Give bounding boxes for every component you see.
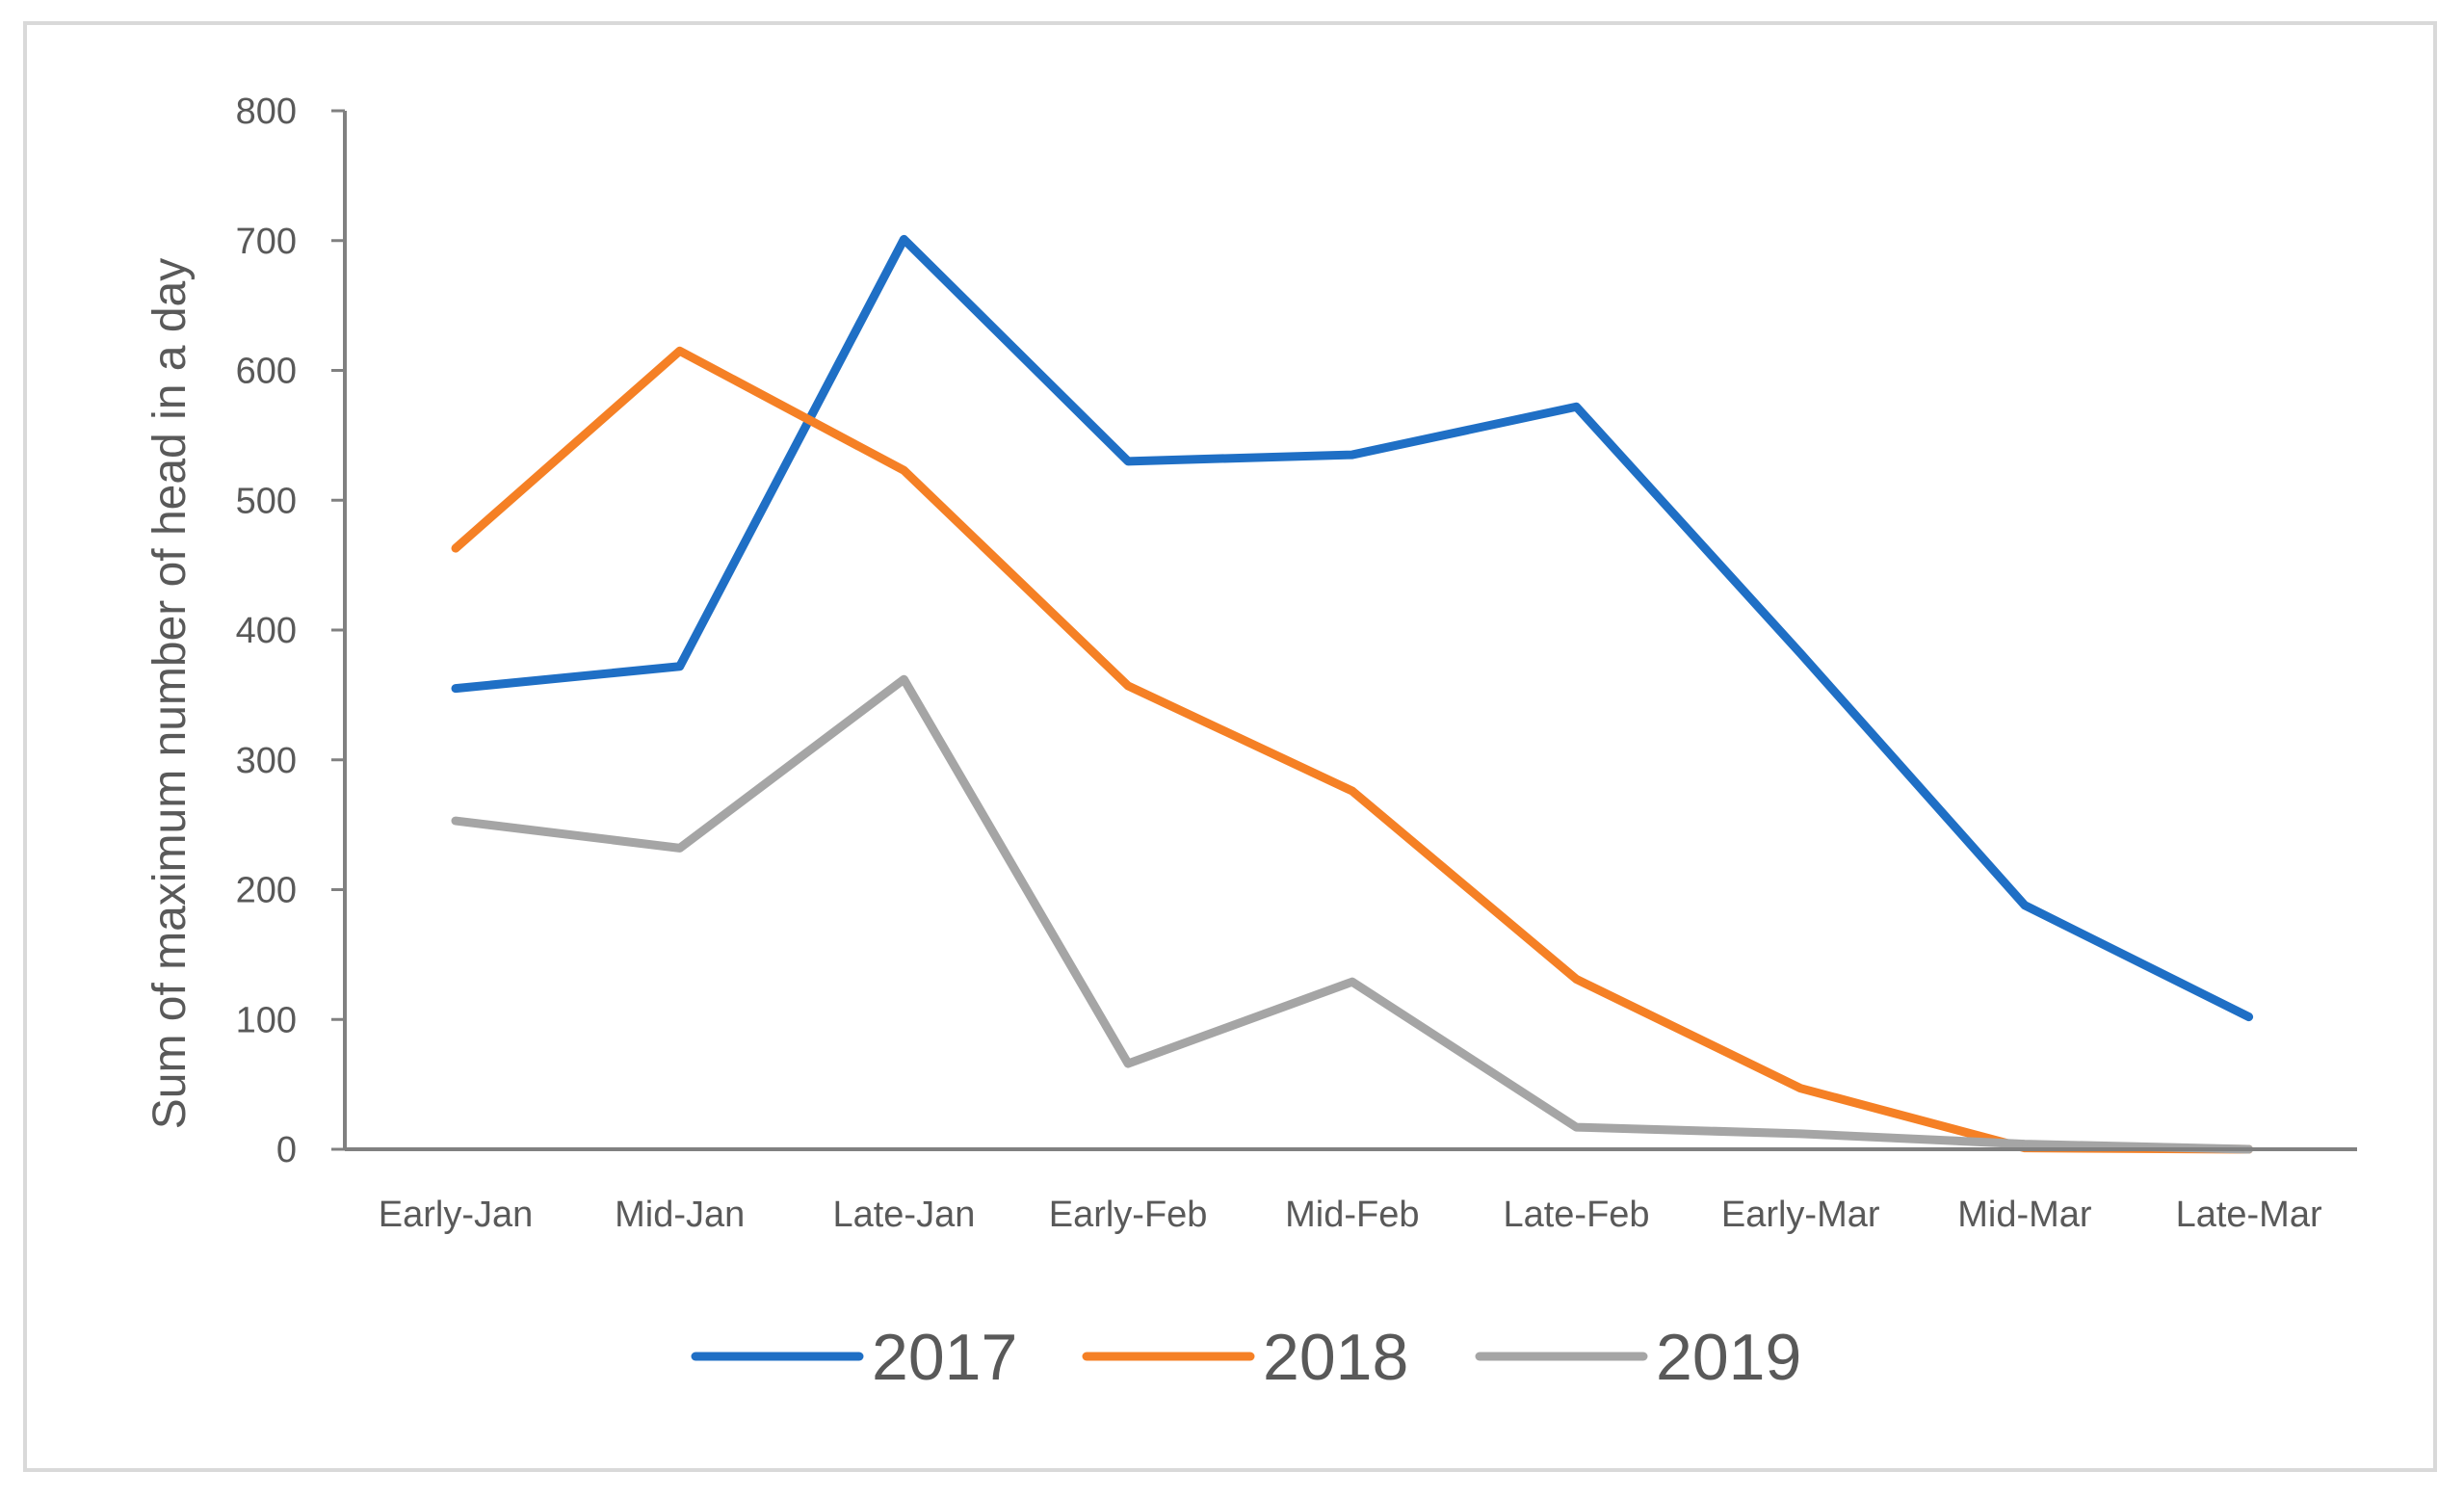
data-point-2019-Mid-Jan [676,845,683,852]
data-point-2019-Early-Mar [1797,1130,1804,1137]
data-point-2019-Early-Jan [453,818,459,825]
data-point-2017-Early-Jan [453,685,459,692]
data-point-2019-Late-Jan [901,676,907,683]
data-point-2017-Mid-Feb [1349,452,1355,459]
data-point-2017-Early-Mar [1797,650,1804,657]
y-tick-label: 0 [276,1130,297,1170]
data-point-2019-Early-Feb [1125,1061,1132,1067]
data-point-2017-Mid-Mar [2021,902,2028,908]
x-tick-label: Early-Jan [379,1195,534,1235]
data-point-2017-Mid-Jan [676,663,683,670]
x-tick-label: Mid-Mar [1957,1195,2092,1235]
y-axis-label: Sum of maximum number of head in a day [144,258,196,1129]
series-lines [451,234,2254,1154]
data-point-2017-Early-Feb [1125,458,1132,464]
y-tick-label: 100 [236,1000,297,1040]
y-tick-label: 800 [236,92,297,132]
data-point-2018-Early-Feb [1125,682,1132,689]
data-point-2018-Late-Jan [901,467,907,474]
legend-label-2017: 2017 [872,1321,1017,1394]
data-point-2018-Early-Jan [453,545,459,552]
y-tick-label: 400 [236,611,297,651]
series-line-2017 [451,234,2254,1022]
series-line-2018 [451,346,2254,1154]
data-point-2019-Mid-Mar [2021,1141,2028,1147]
x-tick-label: Late-Feb [1503,1195,1649,1235]
chart-frame [23,21,2437,1472]
data-point-2017-Late-Feb [1573,404,1580,410]
data-point-2019-Late-Feb [1573,1124,1580,1131]
legend-label-2019: 2019 [1656,1321,1801,1394]
x-tick-label: Mid-Jan [615,1195,745,1235]
x-tick-label: Mid-Feb [1285,1195,1419,1235]
x-ticks: Early-Jan Mid-Jan Late-Jan Early-Feb Mid-Feb… [379,1195,2322,1235]
data-point-2017-Late-Jan [901,236,907,243]
data-point-2017-Late-Mar [2245,1013,2252,1020]
data-point-2018-Mid-Jan [676,348,683,355]
x-tick-label: Early-Feb [1049,1195,1208,1235]
x-tick-label: Early-Mar [1721,1195,1880,1235]
x-tick-label: Late-Jan [832,1195,975,1235]
x-tick-label: Late-Mar [2176,1195,2322,1235]
series-line-2019 [451,674,2254,1154]
y-ticks: 0 100 200 300 400 500 600 700 800 [236,92,345,1170]
y-tick-label: 500 [236,481,297,521]
y-tick-label: 300 [236,741,297,781]
data-point-2018-Mid-Feb [1349,788,1355,795]
y-tick-label: 600 [236,352,297,392]
data-point-2019-Mid-Feb [1349,979,1355,986]
legend: 2017 2018 2019 [691,1321,1801,1394]
data-point-2018-Early-Mar [1797,1085,1804,1091]
legend-label-2018: 2018 [1263,1321,1408,1394]
y-tick-label: 200 [236,871,297,911]
y-tick-label: 700 [236,222,297,262]
data-point-2018-Late-Feb [1573,976,1580,983]
